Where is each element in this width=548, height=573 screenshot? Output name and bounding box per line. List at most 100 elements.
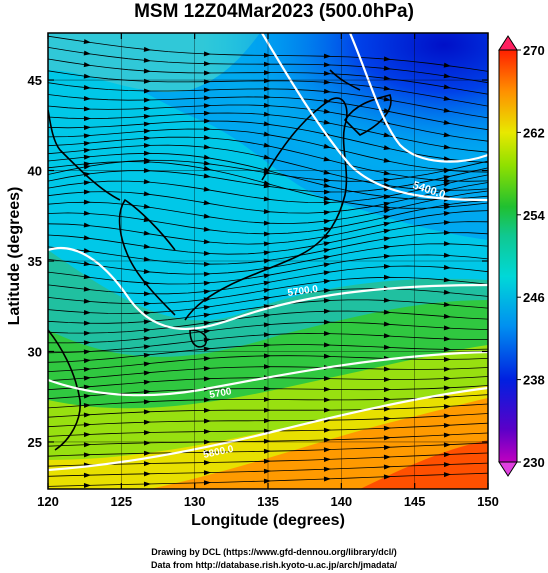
wind-arrow <box>263 438 271 444</box>
contour-label-5700-a: 5700.0 <box>287 284 319 299</box>
wind-arrow <box>383 204 391 210</box>
colorbar-tick-label: 270 <box>523 43 545 58</box>
wind-arrow <box>383 201 391 207</box>
wind-arrow <box>383 221 391 227</box>
wind-arrow <box>263 353 271 359</box>
wind-arrow <box>443 241 451 247</box>
x-tick-label: 145 <box>404 494 426 509</box>
wind-arrow <box>383 75 391 81</box>
wind-arrow <box>143 106 151 112</box>
wind-arrow <box>83 140 91 146</box>
wind-arrow <box>83 73 91 79</box>
wind-arrow <box>83 62 91 68</box>
wind-arrow <box>263 94 271 100</box>
wind-arrow <box>443 264 451 270</box>
wind-arrow <box>143 256 151 262</box>
wind-arrow <box>443 301 451 307</box>
wind-arrow <box>143 268 151 274</box>
wind-arrow <box>383 406 391 412</box>
wind-arrow <box>83 84 91 90</box>
wind-arrow <box>323 262 331 268</box>
wind-arrow <box>383 177 391 183</box>
wind-arrow <box>443 107 451 113</box>
wind-arrow <box>83 402 91 408</box>
wind-arrow <box>323 447 331 453</box>
wind-arrow <box>263 220 271 226</box>
y-tick-label: 30 <box>28 344 42 359</box>
wind-arrow <box>203 429 211 435</box>
wind-arrow <box>443 252 451 258</box>
wind-arrow <box>263 280 271 286</box>
wind-arrow <box>143 128 151 134</box>
wind-arrow <box>203 200 211 206</box>
wind-arrow <box>383 96 391 102</box>
wind-arrow <box>263 312 271 318</box>
wind-arrow <box>143 57 151 63</box>
colorbar-top-triangle <box>498 35 518 51</box>
wind-arrow <box>263 386 271 392</box>
x-tick-label: 120 <box>37 494 59 509</box>
wind-arrow <box>263 102 271 108</box>
wind-arrow <box>323 308 331 314</box>
wind-arrow <box>143 142 151 148</box>
wind-arrow <box>383 157 391 163</box>
wind-arrow <box>443 313 451 319</box>
wind-arrow <box>263 332 271 338</box>
wind-arrow <box>443 289 451 295</box>
wind-arrow <box>383 425 391 431</box>
wind-arrow <box>83 330 91 336</box>
wind-arrow <box>203 79 211 85</box>
wind-arrow <box>203 460 211 466</box>
wind-arrow <box>323 200 331 206</box>
wind-arrow <box>324 397 331 403</box>
wind-arrow <box>203 103 211 109</box>
wind-arrow <box>203 470 211 476</box>
wind-arrow <box>443 346 451 352</box>
wind-arrow <box>383 474 391 480</box>
wind-arrow <box>443 188 451 194</box>
wind-arrow <box>383 65 391 71</box>
wind-arrow <box>203 165 211 171</box>
wind-arrow <box>203 239 211 245</box>
wind-arrow <box>83 133 91 139</box>
colorbar-tick-label: 262 <box>523 125 545 140</box>
x-tick-label: 150 <box>477 494 499 509</box>
wind-arrow <box>443 432 451 438</box>
wind-arrow <box>443 230 451 236</box>
colorbar-tick-label: 246 <box>523 290 545 305</box>
wind-arrow <box>83 199 91 205</box>
wind-arrow <box>323 182 331 188</box>
wind-arrow <box>143 336 151 342</box>
wind-arrow <box>83 358 91 364</box>
wind-arrow <box>143 352 151 358</box>
wind-arrow <box>203 376 211 382</box>
x-axis-label: Longitude (degrees) <box>191 512 345 529</box>
contour-label-5700-b: 5700 <box>209 386 233 401</box>
wind-arrow <box>263 86 271 92</box>
wind-arrow <box>143 450 151 456</box>
wind-arrow <box>143 301 151 307</box>
wind-arrow <box>203 135 211 141</box>
wind-arrow <box>263 250 271 256</box>
wind-arrow <box>263 295 271 301</box>
wind-arrow <box>323 476 331 482</box>
x-axis-ticks: 120 125 130 135 140 145 150 <box>37 33 499 509</box>
wind-arrow <box>143 370 151 376</box>
wind-arrow <box>143 471 151 477</box>
wind-arrow <box>323 376 331 382</box>
wind-arrow <box>203 126 211 132</box>
wind-arrow <box>203 366 211 372</box>
wind-arrow <box>383 333 391 339</box>
wind-arrow <box>143 203 151 209</box>
wind-arrow <box>443 220 451 226</box>
wind-arrow <box>323 227 331 232</box>
wind-arrow <box>203 480 211 486</box>
wind-arrow <box>83 261 91 267</box>
wind-arrow <box>443 277 451 283</box>
wind-arrow <box>83 222 91 228</box>
wind-arrow <box>323 79 331 85</box>
wind-arrow <box>203 305 211 311</box>
wind-arrow <box>323 177 331 183</box>
wind-arrow <box>83 452 91 458</box>
